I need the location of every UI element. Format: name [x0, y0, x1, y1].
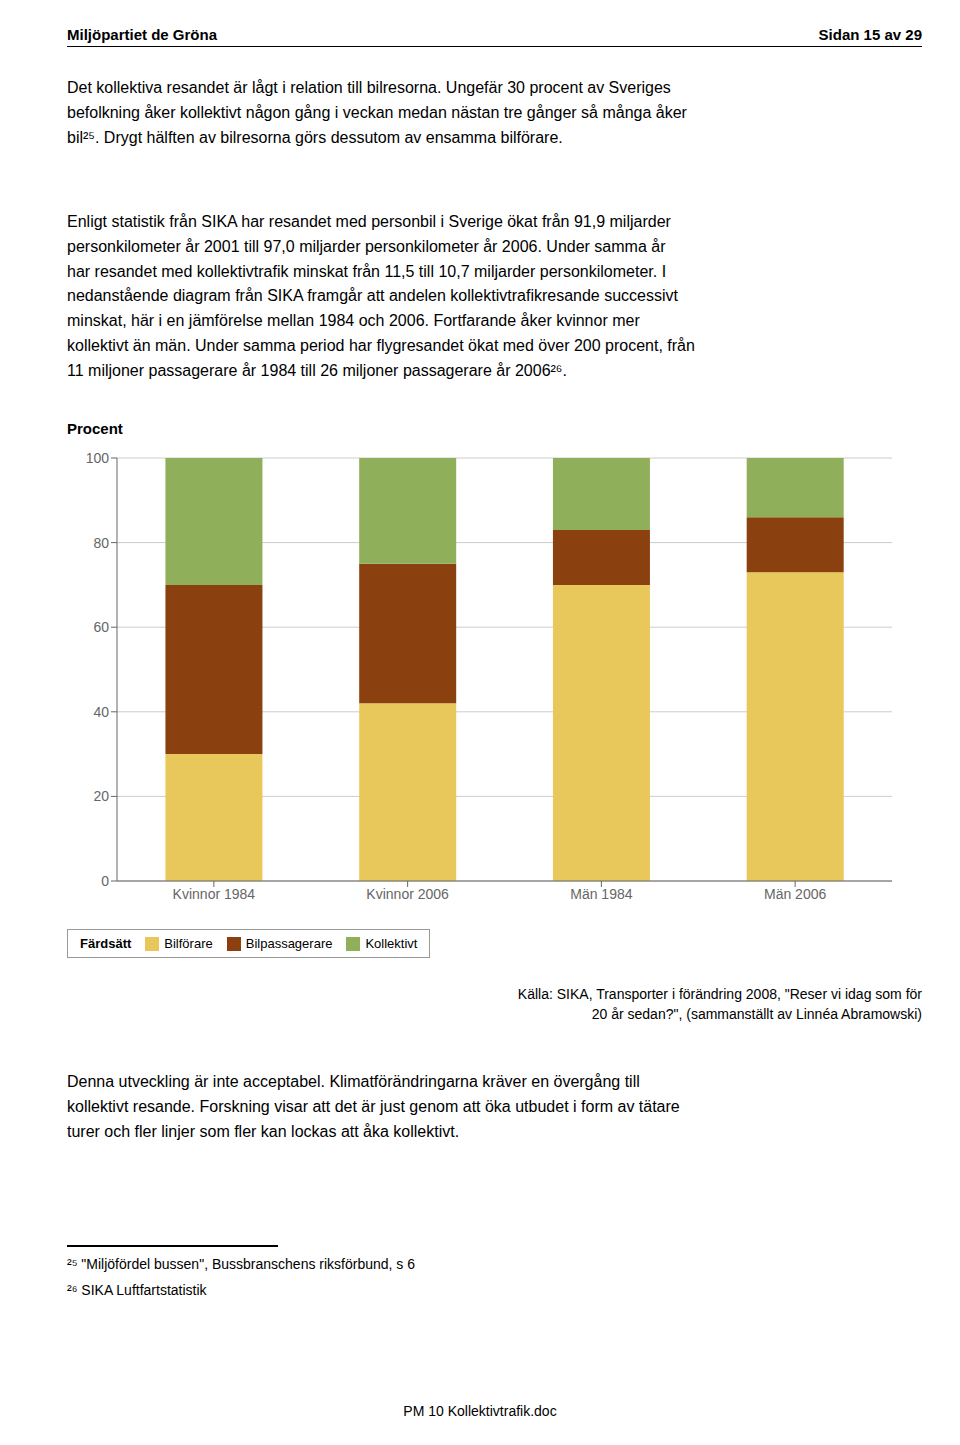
- svg-text:40: 40: [93, 704, 109, 720]
- html-text:Denna utveckling är inte accep: Denna utveckling är inte acceptabel. Kli…: [67, 1073, 680, 1140]
- html-text:Sidan 15 av 29: Sidan 15 av 29: [818, 26, 922, 43]
- svg-text:60: 60: [93, 619, 109, 635]
- html-text:Färdsätt: Färdsätt: [80, 936, 132, 951]
- html-text:PM 10 Kollektivtrafik.doc: PM 10 Kollektivtrafik.doc: [403, 1403, 557, 1419]
- html-text:²⁶ SIKA Luftfartstatistik: ²⁶ SIKA Luftfartstatistik: [67, 1282, 207, 1298]
- html-text:Bilförare: Bilförare: [164, 936, 213, 951]
- svg-text:Kvinnor 2006: Kvinnor 2006: [366, 886, 449, 902]
- svg-text:100: 100: [86, 450, 110, 466]
- svg-text:Män 1984: Män 1984: [570, 886, 632, 902]
- html-text:Det kollektiva resandet är låg: Det kollektiva resandet är lågt i relati…: [67, 79, 687, 146]
- svg-text:20: 20: [93, 788, 109, 804]
- svg-text:80: 80: [93, 535, 109, 551]
- html-text:Källa: SIKA, Transporter i för: Källa: SIKA, Transporter i förändring 20…: [517, 986, 922, 1022]
- html-text:Enligt statistik från SIKA har: Enligt statistik från SIKA har resandet …: [67, 213, 695, 379]
- html-text:Kollektivt: Kollektivt: [365, 936, 418, 951]
- svg-text:Män 2006: Män 2006: [764, 886, 826, 902]
- html-text:Bilpassagerare: Bilpassagerare: [245, 936, 333, 951]
- svg-text:0: 0: [101, 873, 109, 889]
- html-text:Miljöpartiet de Gröna: Miljöpartiet de Gröna: [67, 26, 217, 43]
- svg-text:Kvinnor 1984: Kvinnor 1984: [173, 886, 256, 902]
- html-text:Procent: Procent: [67, 420, 123, 437]
- html-text:²⁵ "Miljöfördel bussen", Bussb: ²⁵ "Miljöfördel bussen", Bussbranschens …: [67, 1256, 415, 1272]
